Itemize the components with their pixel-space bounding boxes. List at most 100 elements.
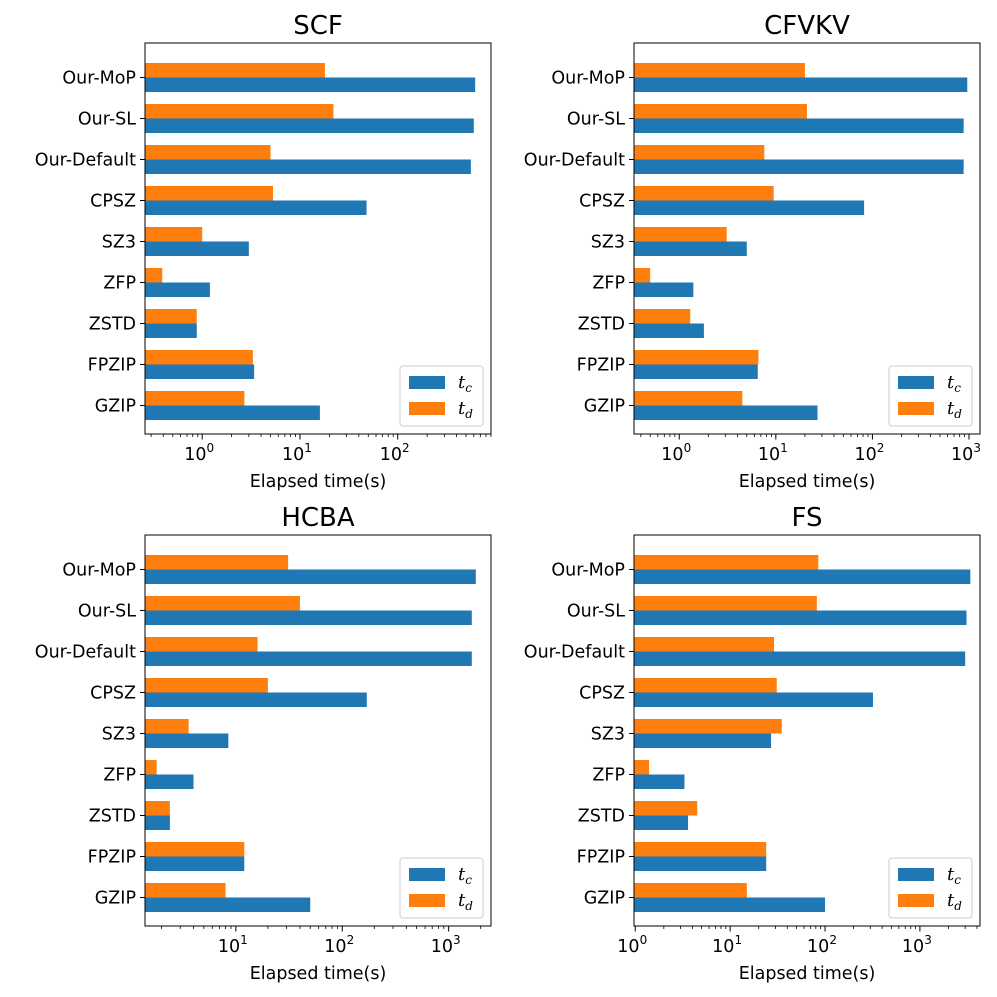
x-tick-base: 10 (854, 445, 876, 465)
x-tick-label: 102 (380, 441, 410, 465)
category-label: Our-Default (35, 643, 136, 663)
bar-td-cpsz (145, 678, 268, 693)
category-label: Our-MoP (551, 69, 625, 89)
bar-td-zstd (145, 801, 170, 816)
x-tick-exponent: 2 (402, 441, 410, 455)
legend-swatch-tc (898, 376, 934, 389)
bar-td-fpzip (634, 842, 767, 857)
x-tick-label: 100 (617, 933, 647, 957)
category-label: ZSTD (578, 807, 625, 827)
bar-td-zfp (634, 760, 650, 775)
x-tick-exponent: 0 (684, 441, 692, 455)
legend-label: td (458, 398, 473, 421)
bar-td-our-sl (634, 596, 817, 611)
x-tick-label: 101 (282, 441, 312, 465)
bar-tc-our-sl (634, 118, 964, 133)
legend-label-main: t (947, 372, 955, 393)
category-label: GZIP (584, 397, 625, 417)
x-tick-exponent: 2 (347, 933, 355, 947)
x-tick-label: 101 (712, 933, 742, 957)
category-label: CPSZ (90, 192, 136, 212)
category-label: ZSTD (578, 315, 625, 335)
category-label: Our-SL (567, 110, 625, 130)
category-label: Our-Default (524, 643, 625, 663)
category-label: ZFP (592, 274, 625, 294)
x-tick-base: 10 (951, 445, 973, 465)
x-tick-base: 10 (184, 445, 206, 465)
category-label: Our-MoP (551, 561, 625, 581)
bar-td-cpsz (145, 186, 273, 201)
bar-tc-gzip (634, 897, 826, 912)
legend-label-subscript: d (465, 899, 473, 913)
bar-td-gzip (145, 391, 245, 406)
x-tick-exponent: 0 (640, 933, 648, 947)
x-tick-base: 10 (431, 937, 453, 957)
x-tick-base: 10 (807, 937, 829, 957)
panel-title: CFVKV (764, 11, 850, 41)
x-tick-base: 10 (380, 445, 402, 465)
bar-td-our-mop (634, 63, 805, 78)
bar-tc-zfp (145, 774, 194, 789)
category-label: CPSZ (579, 192, 625, 212)
legend-label: tc (947, 372, 961, 395)
legend-swatch-tc (409, 868, 445, 881)
category-label: Our-Default (524, 151, 625, 171)
x-tick-exponent: 1 (240, 933, 248, 947)
axes-frame (633, 42, 981, 435)
bar-td-zstd (145, 309, 197, 324)
legend-label-subscript: c (954, 873, 961, 887)
legend-label: td (458, 890, 473, 913)
bar-td-cpsz (634, 678, 777, 693)
bar-tc-sz3 (634, 241, 747, 256)
legend-label-main: t (947, 890, 955, 911)
x-tick-exponent: 2 (829, 933, 837, 947)
bar-tc-our-mop (634, 569, 971, 584)
bar-tc-our-sl (145, 118, 474, 133)
bar-td-zstd (634, 801, 698, 816)
legend-swatch-td (898, 402, 934, 415)
bar-td-our-mop (634, 555, 819, 570)
bar-td-gzip (145, 883, 226, 898)
bar-tc-cpsz (145, 200, 367, 215)
category-label: SZ3 (591, 725, 625, 745)
bar-tc-sz3 (145, 241, 249, 256)
bar-tc-our-default (634, 651, 966, 666)
x-tick-base: 10 (282, 445, 304, 465)
bar-td-sz3 (634, 227, 727, 242)
legend-swatch-td (409, 894, 445, 907)
bar-tc-sz3 (145, 733, 229, 748)
x-tick-label: 103 (902, 933, 932, 957)
panel-hcba: HCBA Our-MoP Our-SL Our-Default CPSZ SZ3 ZFP ZS… (35, 503, 492, 984)
legend-label-subscript: c (465, 381, 472, 395)
x-tick-base: 10 (661, 445, 683, 465)
x-tick-base: 10 (712, 937, 734, 957)
bar-td-sz3 (145, 227, 203, 242)
bar-td-fpzip (145, 842, 245, 857)
legend-swatch-tc (409, 376, 445, 389)
bar-td-our-default (634, 145, 765, 160)
category-label: FPZIP (88, 356, 136, 376)
x-tick-base: 10 (758, 445, 780, 465)
bar-tc-zstd (634, 815, 689, 830)
x-tick-label: 102 (324, 933, 354, 957)
x-tick-exponent: 3 (924, 933, 932, 947)
category-label: ZFP (592, 766, 625, 786)
bar-tc-cpsz (145, 692, 367, 707)
bar-td-our-sl (145, 104, 334, 119)
x-axis-label: Elapsed time(s) (739, 472, 876, 492)
bar-tc-sz3 (634, 733, 772, 748)
x-tick-label: 102 (807, 933, 837, 957)
legend-swatch-td (898, 894, 934, 907)
bar-tc-fpzip (634, 856, 767, 871)
legend-label-main: t (947, 864, 955, 885)
category-label: Our-SL (78, 602, 136, 622)
bar-tc-cpsz (634, 200, 865, 215)
bar-tc-zstd (145, 323, 197, 338)
bar-td-zfp (145, 268, 163, 283)
bar-td-our-default (145, 637, 258, 652)
x-tick-base: 10 (218, 937, 240, 957)
